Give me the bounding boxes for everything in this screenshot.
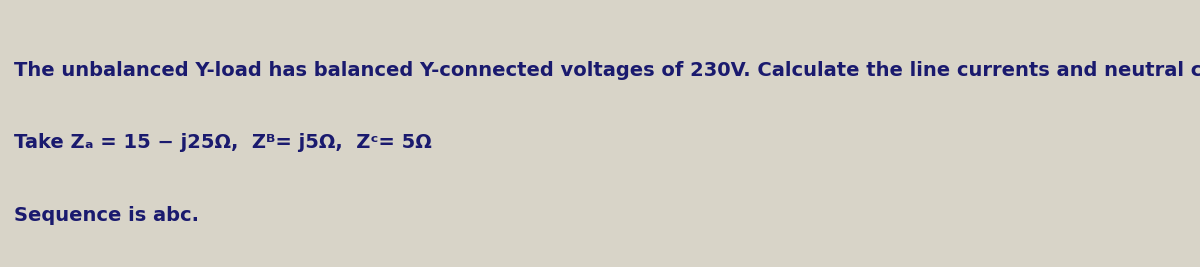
Text: The unbalanced Y-load has balanced Y-connected voltages of 230V. Calculate the l: The unbalanced Y-load has balanced Y-con… [14,61,1200,80]
Text: Sequence is abc.: Sequence is abc. [14,206,199,225]
Text: Take Zₐ = 15 − j25Ω,  Zᴮ= j5Ω,  Zᶜ= 5Ω: Take Zₐ = 15 − j25Ω, Zᴮ= j5Ω, Zᶜ= 5Ω [14,134,432,152]
